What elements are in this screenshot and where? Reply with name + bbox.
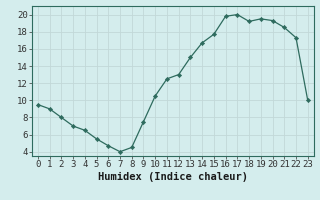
X-axis label: Humidex (Indice chaleur): Humidex (Indice chaleur) [98, 172, 248, 182]
